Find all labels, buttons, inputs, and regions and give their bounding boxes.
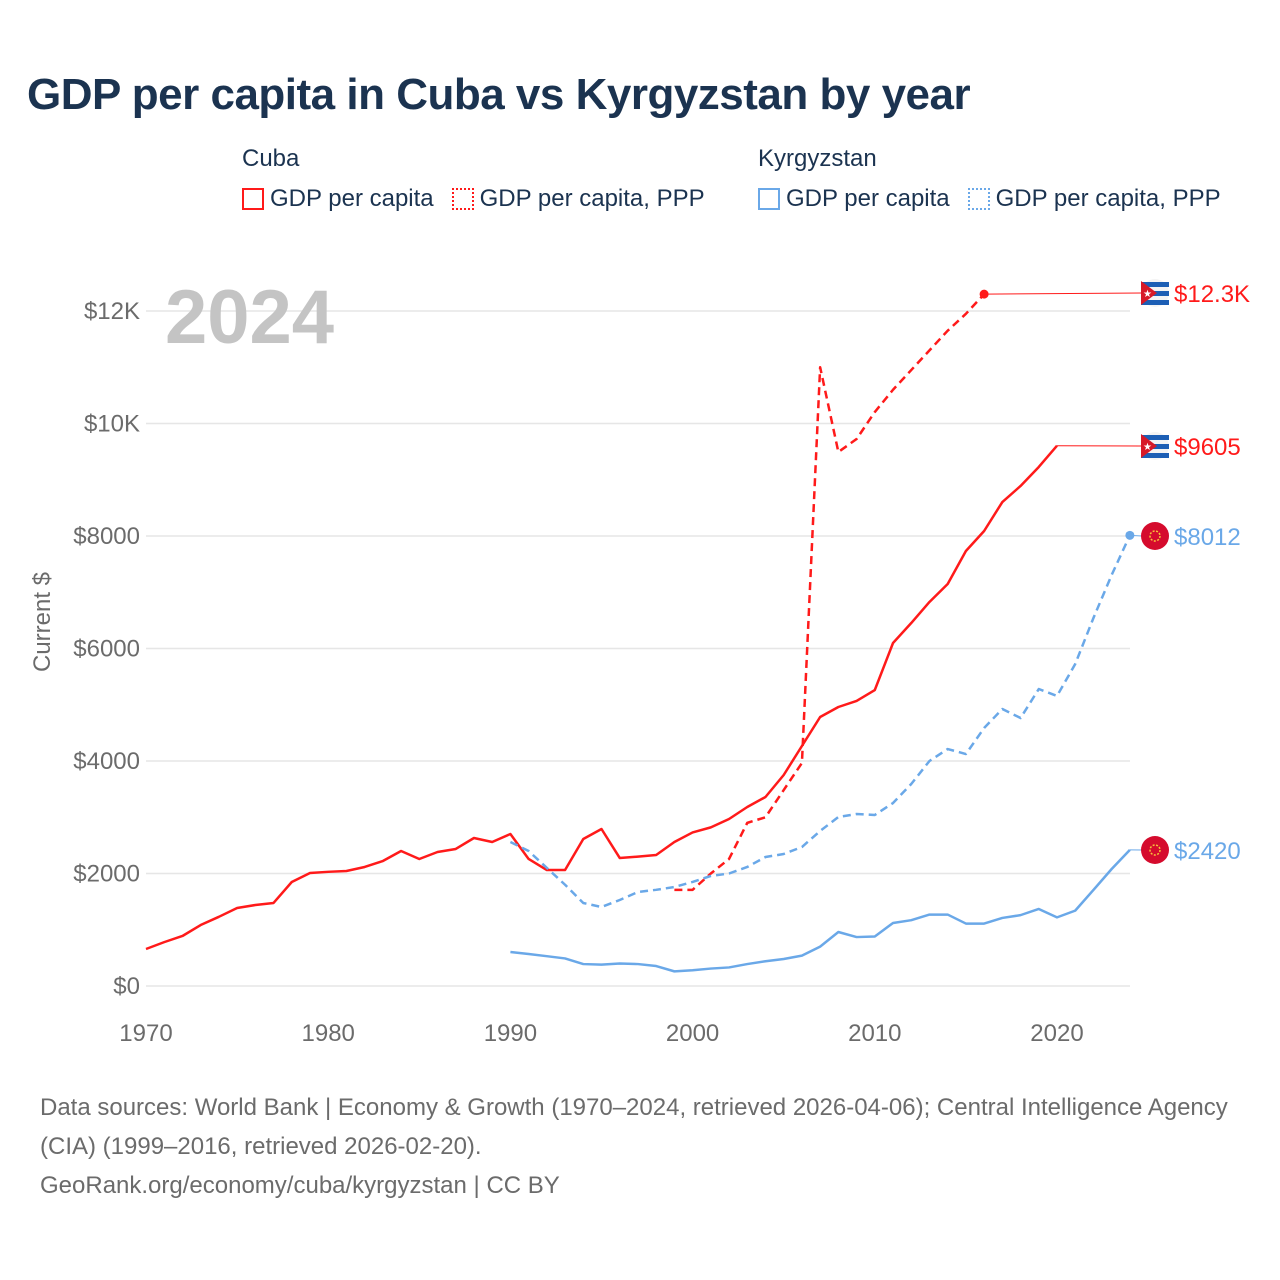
source-note: Data sources: World Bank | Economy & Gro… [40, 1088, 1260, 1205]
kyrgyzstan-flag-icon [1141, 522, 1169, 550]
x-tick-label: 2000 [666, 1020, 719, 1047]
y-tick-label: $8000 [73, 523, 140, 550]
legend-label: GDP per capita, PPP [479, 185, 705, 212]
end-value-label: $12.3K [1174, 281, 1250, 308]
end-value-label: $2420 [1174, 838, 1241, 865]
cuba-flag-icon: ★ [1141, 279, 1169, 307]
legend-kyrgyzstan: Kyrgyzstan GDP per capita GDP per capita… [758, 145, 1239, 213]
source-text: Data sources: World Bank | Economy & Gro… [40, 1094, 1228, 1160]
chart-title: GDP per capita in Cuba vs Kyrgyzstan by … [27, 70, 971, 119]
flag-triangle [1141, 281, 1157, 305]
flag-sun [1149, 530, 1161, 542]
y-tick-label: $4000 [73, 748, 140, 775]
legend-swatch-dotted [967, 188, 990, 210]
legend-item-cuba-gdp[interactable]: GDP per capita [242, 185, 434, 213]
series-line-2 [509, 534, 1132, 909]
legend-swatch-dotted [451, 188, 474, 210]
x-tick-label: 2020 [1030, 1020, 1083, 1047]
kyrgyzstan-flag-icon [1141, 836, 1169, 864]
flag-triangle [1141, 434, 1157, 458]
flag-bg [1141, 836, 1169, 864]
flag-stripe [1141, 282, 1169, 287]
end-point [1125, 530, 1135, 540]
y-tick-label: $0 [113, 973, 140, 1000]
y-tick-label: $12K [84, 298, 140, 325]
flag-star: ★ [1143, 442, 1152, 453]
legend-swatch-solid [242, 188, 264, 210]
flag-star: ★ [1143, 289, 1152, 300]
x-tick-label: 2010 [848, 1020, 901, 1047]
legend-country-cuba: Cuba [242, 145, 300, 172]
flag-stripe [1141, 300, 1169, 305]
series-line-3 [510, 849, 1131, 973]
year-watermark: 2024 [165, 275, 334, 360]
source-link[interactable]: GeoRank.org/economy/cuba/kyrgyzstan | CC… [40, 1172, 560, 1199]
line-chart: $0 $2000 $4000 $6000 $8000 $10K $12K 1970 1980 19… [29, 275, 1250, 1047]
flag-stripe [1141, 453, 1169, 458]
legend-label: GDP per capita [270, 185, 434, 212]
flag-sun [1149, 844, 1161, 856]
legend-item-kyrgyzstan-gdp[interactable]: GDP per capita [758, 185, 950, 213]
legend-label: GDP per capita [786, 185, 950, 212]
legend-cuba: Cuba GDP per capita GDP per capita, PPP [242, 145, 723, 213]
legend-item-cuba-ppp[interactable]: GDP per capita, PPP [451, 185, 705, 213]
legend-label: GDP per capita, PPP [995, 185, 1221, 212]
end-connector [984, 292, 1143, 295]
x-tick-label: 1980 [302, 1020, 355, 1047]
x-tick-label: 1970 [119, 1020, 172, 1047]
y-tick-label: $6000 [73, 636, 140, 663]
y-tick-label: $10K [84, 411, 140, 438]
legend-item-kyrgyzstan-ppp[interactable]: GDP per capita, PPP [967, 185, 1221, 213]
end-value-label: $9605 [1174, 434, 1241, 461]
flag-bg [1141, 522, 1169, 550]
y-axis-label: Current $ [29, 572, 56, 672]
cuba-flag-icon: ★ [1141, 432, 1169, 460]
legend-swatch-solid [758, 188, 780, 210]
flag-stripe [1141, 435, 1169, 440]
end-point [979, 289, 989, 299]
end-value-label: $8012 [1174, 524, 1241, 551]
series-line-1 [674, 293, 986, 892]
legend-country-kyrgyzstan: Kyrgyzstan [758, 145, 877, 172]
x-tick-label: 1990 [484, 1020, 537, 1047]
y-tick-label: $2000 [73, 861, 140, 888]
series-line-0 [145, 444, 1058, 951]
